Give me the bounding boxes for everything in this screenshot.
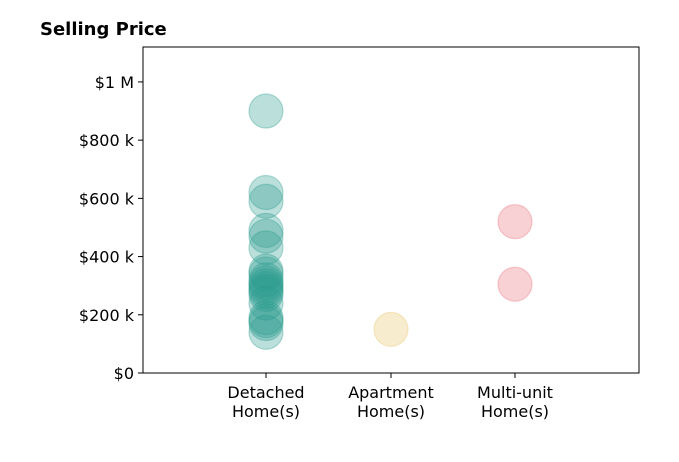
data-point xyxy=(248,262,284,298)
y-tick-label: $600 k xyxy=(79,189,135,208)
x-tick-label: Multi-unit xyxy=(477,383,553,402)
data-point xyxy=(497,266,533,302)
data-point xyxy=(248,174,284,211)
data-point xyxy=(248,93,284,129)
data-point xyxy=(248,253,284,289)
y-tick-label: $200 k xyxy=(79,306,135,325)
data-point xyxy=(248,230,284,266)
data-point xyxy=(248,285,284,321)
y-tick-label: $1 M xyxy=(95,73,134,92)
data-point xyxy=(248,218,284,254)
chart-title: Selling Price xyxy=(40,19,167,40)
y-tick-label: $0 xyxy=(114,364,134,383)
data-point xyxy=(373,311,409,347)
data-point xyxy=(497,204,533,240)
data-point xyxy=(248,276,284,313)
x-tick-label: Detached xyxy=(227,383,304,402)
data-point xyxy=(248,270,284,307)
x-tick-label: Apartment xyxy=(348,383,434,402)
data-point xyxy=(248,273,284,310)
y-axis: $0 $200 k $400 k $600 k $800 k $1 M xyxy=(79,73,143,383)
data-point xyxy=(248,265,284,301)
x-tick-label: Home(s) xyxy=(232,402,300,421)
data-point xyxy=(248,256,284,292)
x-tick-label: Home(s) xyxy=(357,402,425,421)
y-tick-label: $400 k xyxy=(79,248,135,267)
data-point xyxy=(248,300,284,336)
data-point xyxy=(248,314,284,350)
y-tick-label: $800 k xyxy=(79,131,135,150)
x-tick-label: Home(s) xyxy=(481,402,549,421)
data-point xyxy=(248,212,284,248)
data-point xyxy=(248,183,284,219)
x-axis: DetachedHome(s)ApartmentHome(s)Multi-uni… xyxy=(227,373,553,421)
scatter-marks xyxy=(248,93,533,350)
data-point xyxy=(248,305,284,342)
data-point xyxy=(248,303,284,339)
data-point xyxy=(248,268,284,304)
